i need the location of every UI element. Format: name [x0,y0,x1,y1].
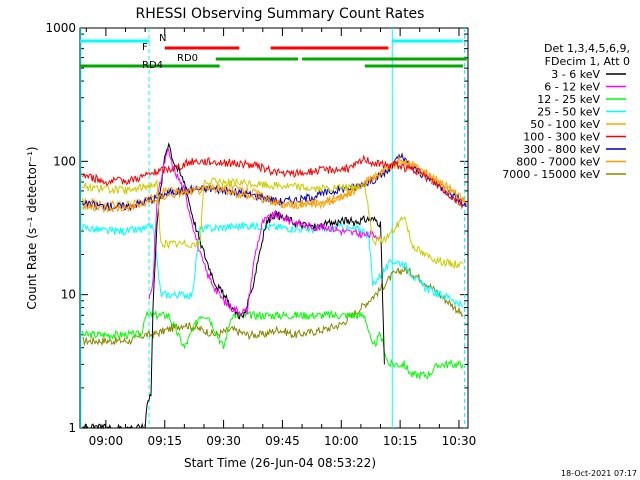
x-tick-label: 10:30 [442,434,477,448]
series-line [81,309,464,380]
series-line [81,221,464,309]
y-axis-label: Count Rate (s⁻¹ detector⁻¹) [25,146,39,309]
x-tick-label: 09:00 [89,434,124,448]
series-line [82,154,464,210]
x-tick-label: 09:30 [206,434,241,448]
legend-label: 3 - 6 keV [551,68,600,81]
status-bar-label: F [142,42,148,53]
legend-label: 6 - 12 keV [544,81,600,94]
legend-label: 800 - 7000 keV [516,156,600,169]
x-tick-label: 09:45 [265,434,300,448]
series-line [82,142,385,430]
series-line [81,155,468,214]
status-bar-label: RD4 [142,60,163,71]
legend-header-line-2: FDecim 1, Att 0 [545,55,630,68]
status-bar-label: N [159,33,166,44]
y-tick-label: 100 [53,154,76,168]
legend-label: 25 - 50 keV [537,106,600,119]
series-line-extra [81,177,464,270]
series-line [82,266,464,347]
y-tick-label: 1 [68,421,76,435]
x-tick-label: 10:15 [383,434,418,448]
x-tick-label: 09:15 [147,434,182,448]
legend-label: 7000 - 15000 keV [502,168,600,181]
series-line [148,148,381,317]
legend-label: 100 - 300 keV [523,131,600,144]
legend-label: 12 - 25 keV [537,93,600,106]
plot-frame [79,27,469,429]
y-tick-label: 1000 [45,21,76,35]
timestamp: 18-Oct-2021 07:17 [561,469,637,478]
status-bar-label: RD0 [177,53,198,64]
legend-label: 300 - 800 keV [523,143,600,156]
legend-label: 50 - 100 keV [530,118,600,131]
chart-title: RHESSI Observing Summary Count Rates [136,6,425,22]
y-tick-label: 10 [61,288,76,302]
legend-header-line-1: Det 1,3,4,5,6,9, [544,42,630,55]
x-tick-label: 10:00 [324,434,359,448]
x-axis-label: Start Time (26-Jun-04 08:53:22) [184,456,376,470]
